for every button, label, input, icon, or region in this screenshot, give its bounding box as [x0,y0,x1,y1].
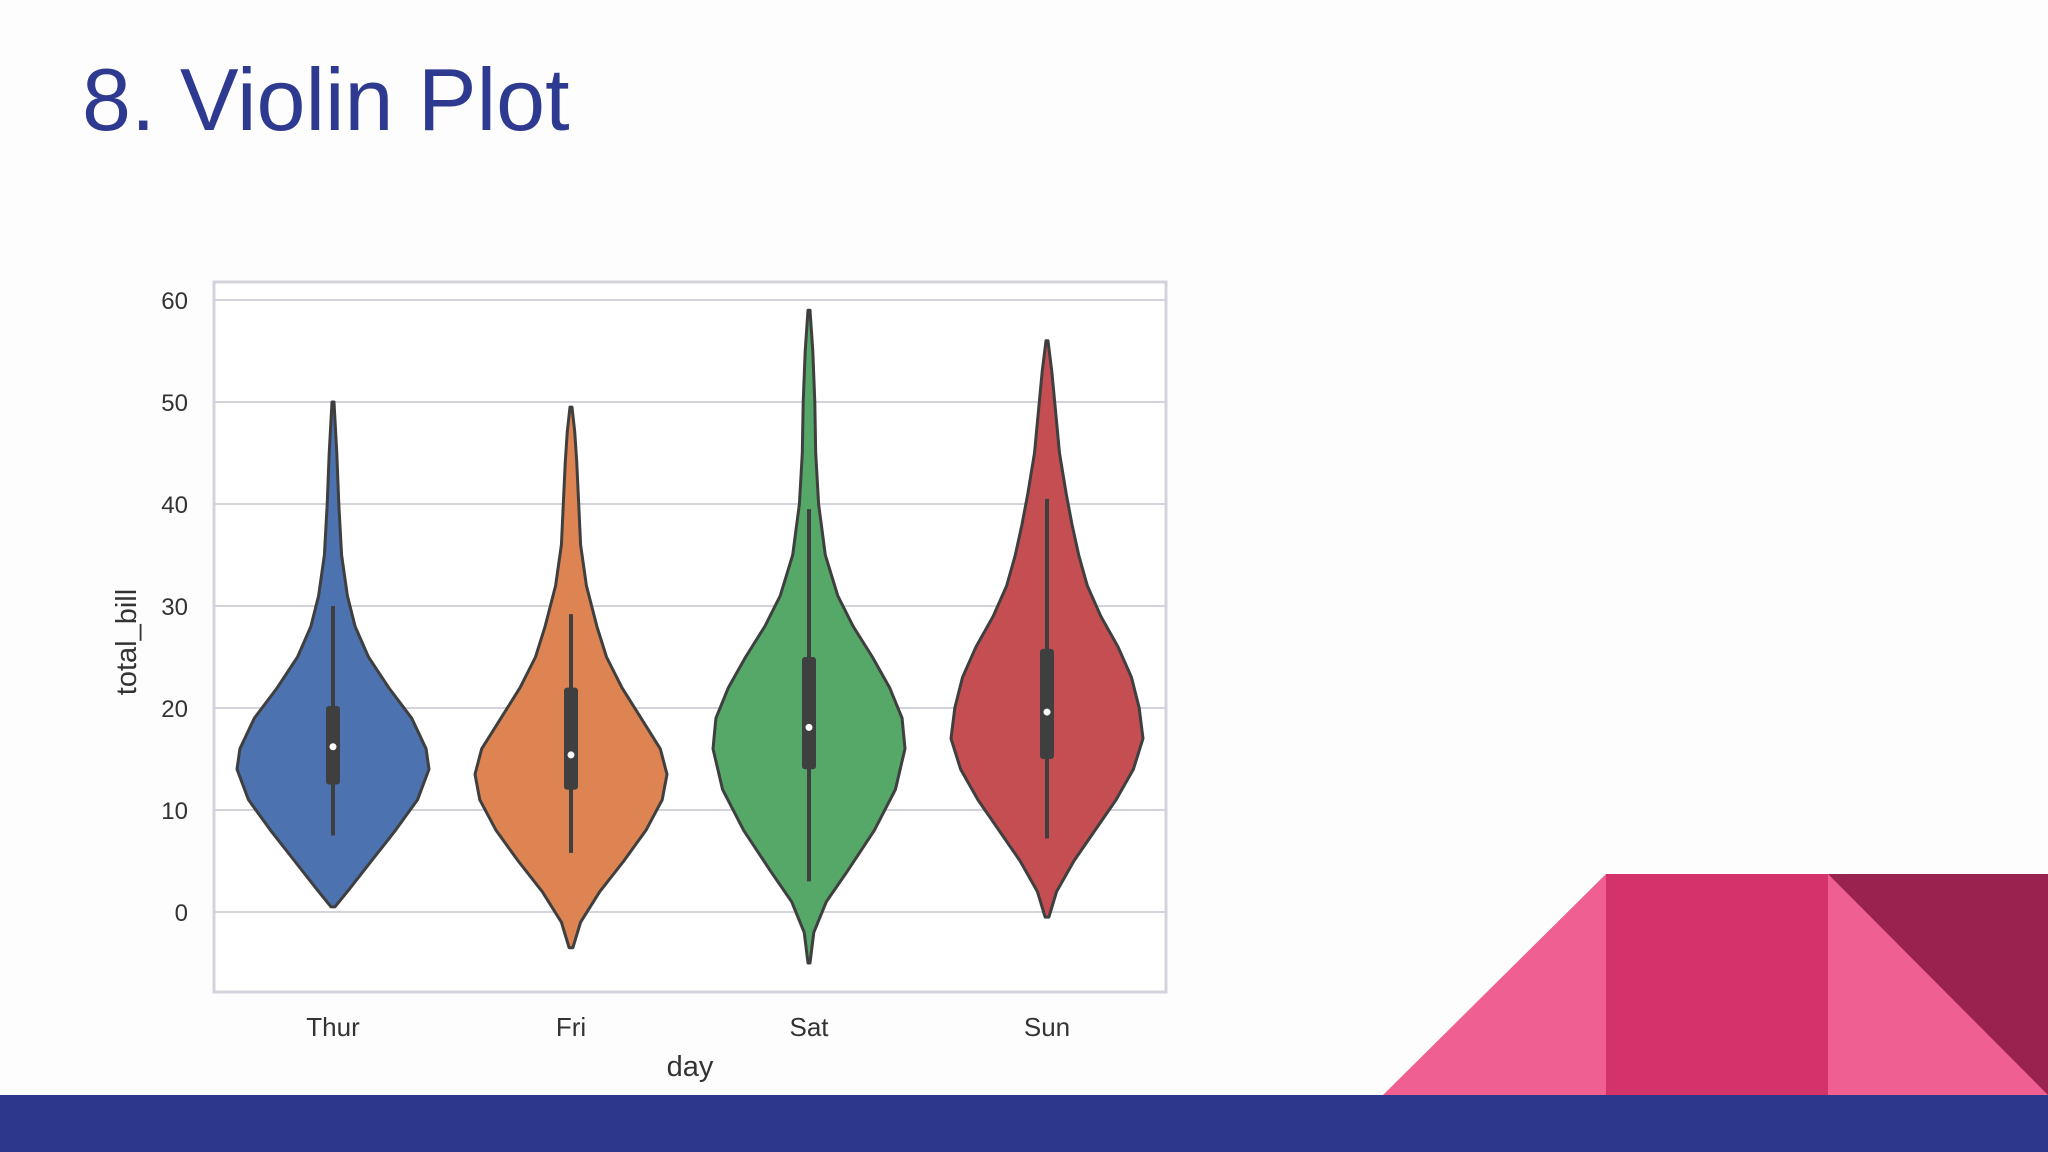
violin-iqr-box [564,687,578,790]
slide-title: 8. Violin Plot [82,50,570,149]
y-tick-labels: 0 10 20 30 40 50 60 [161,288,188,927]
y-tick-label: 0 [175,900,188,927]
violin-iqr-box [802,657,816,770]
x-axis-label: day [667,1051,714,1083]
y-tick-label: 50 [161,390,188,417]
violin-fri [473,405,669,950]
violins [235,308,1145,965]
violin-median [329,743,337,751]
y-axis-label: total_bill [111,589,143,695]
deco-triangle-left [1383,874,1606,1095]
violin-thur [235,400,431,909]
x-tick-label: Fri [556,1012,586,1042]
y-tick-label: 40 [161,492,188,519]
violin-median [567,751,575,759]
bottom-bar [0,1095,2048,1152]
y-tick-label: 20 [161,696,188,723]
deco-block-middle [1606,874,1828,1095]
y-tick-label: 60 [161,288,188,315]
violin-sun [949,339,1145,919]
violin-sat [711,308,907,965]
violin-median [1043,708,1051,716]
x-tick-label: Sat [789,1012,829,1042]
violin-median [805,723,813,731]
y-tick-label: 10 [161,798,188,825]
y-tick-label: 30 [161,594,188,621]
deco-triangle-right [1828,874,2048,1095]
x-tick-label: Thur [306,1012,360,1042]
violin-iqr-box [1040,648,1054,759]
x-tick-labels: Thur Fri Sat Sun [306,1012,1070,1042]
x-tick-label: Sun [1024,1012,1070,1042]
